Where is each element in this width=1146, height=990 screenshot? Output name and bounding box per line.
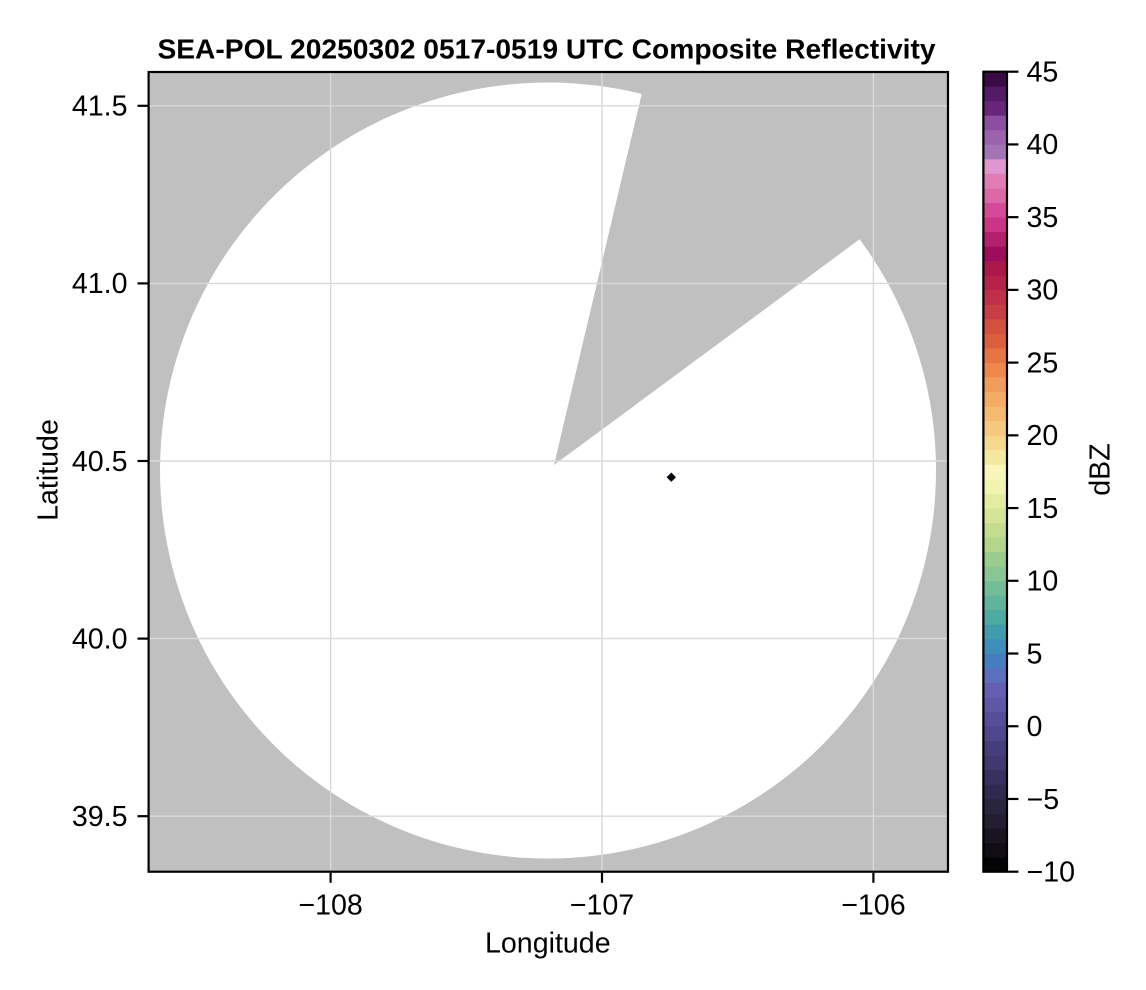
svg-text:−106: −106: [841, 890, 905, 922]
svg-text:41.0: 41.0: [72, 268, 128, 300]
svg-text:Longitude: Longitude: [485, 928, 611, 960]
svg-text:45: 45: [1027, 57, 1059, 89]
svg-text:40.0: 40.0: [72, 623, 128, 655]
svg-text:39.5: 39.5: [72, 801, 128, 833]
svg-text:−107: −107: [570, 890, 634, 922]
svg-text:Latitude: Latitude: [33, 419, 65, 521]
svg-text:15: 15: [1027, 493, 1059, 525]
svg-text:SEA-POL 20250302 0517-0519 UTC: SEA-POL 20250302 0517-0519 UTC Composite…: [157, 32, 935, 64]
svg-text:0: 0: [1027, 711, 1043, 743]
svg-text:−108: −108: [298, 890, 362, 922]
svg-text:40.5: 40.5: [72, 446, 128, 478]
svg-text:41.5: 41.5: [72, 91, 128, 123]
svg-text:5: 5: [1027, 638, 1043, 670]
svg-text:10: 10: [1027, 566, 1059, 598]
svg-text:30: 30: [1027, 275, 1059, 307]
svg-text:20: 20: [1027, 420, 1059, 452]
svg-text:25: 25: [1027, 347, 1059, 379]
svg-text:−10: −10: [1027, 857, 1076, 889]
svg-text:dBZ: dBZ: [1085, 443, 1117, 495]
svg-text:−5: −5: [1027, 784, 1060, 816]
svg-text:40: 40: [1027, 129, 1059, 161]
svg-text:35: 35: [1027, 202, 1059, 234]
